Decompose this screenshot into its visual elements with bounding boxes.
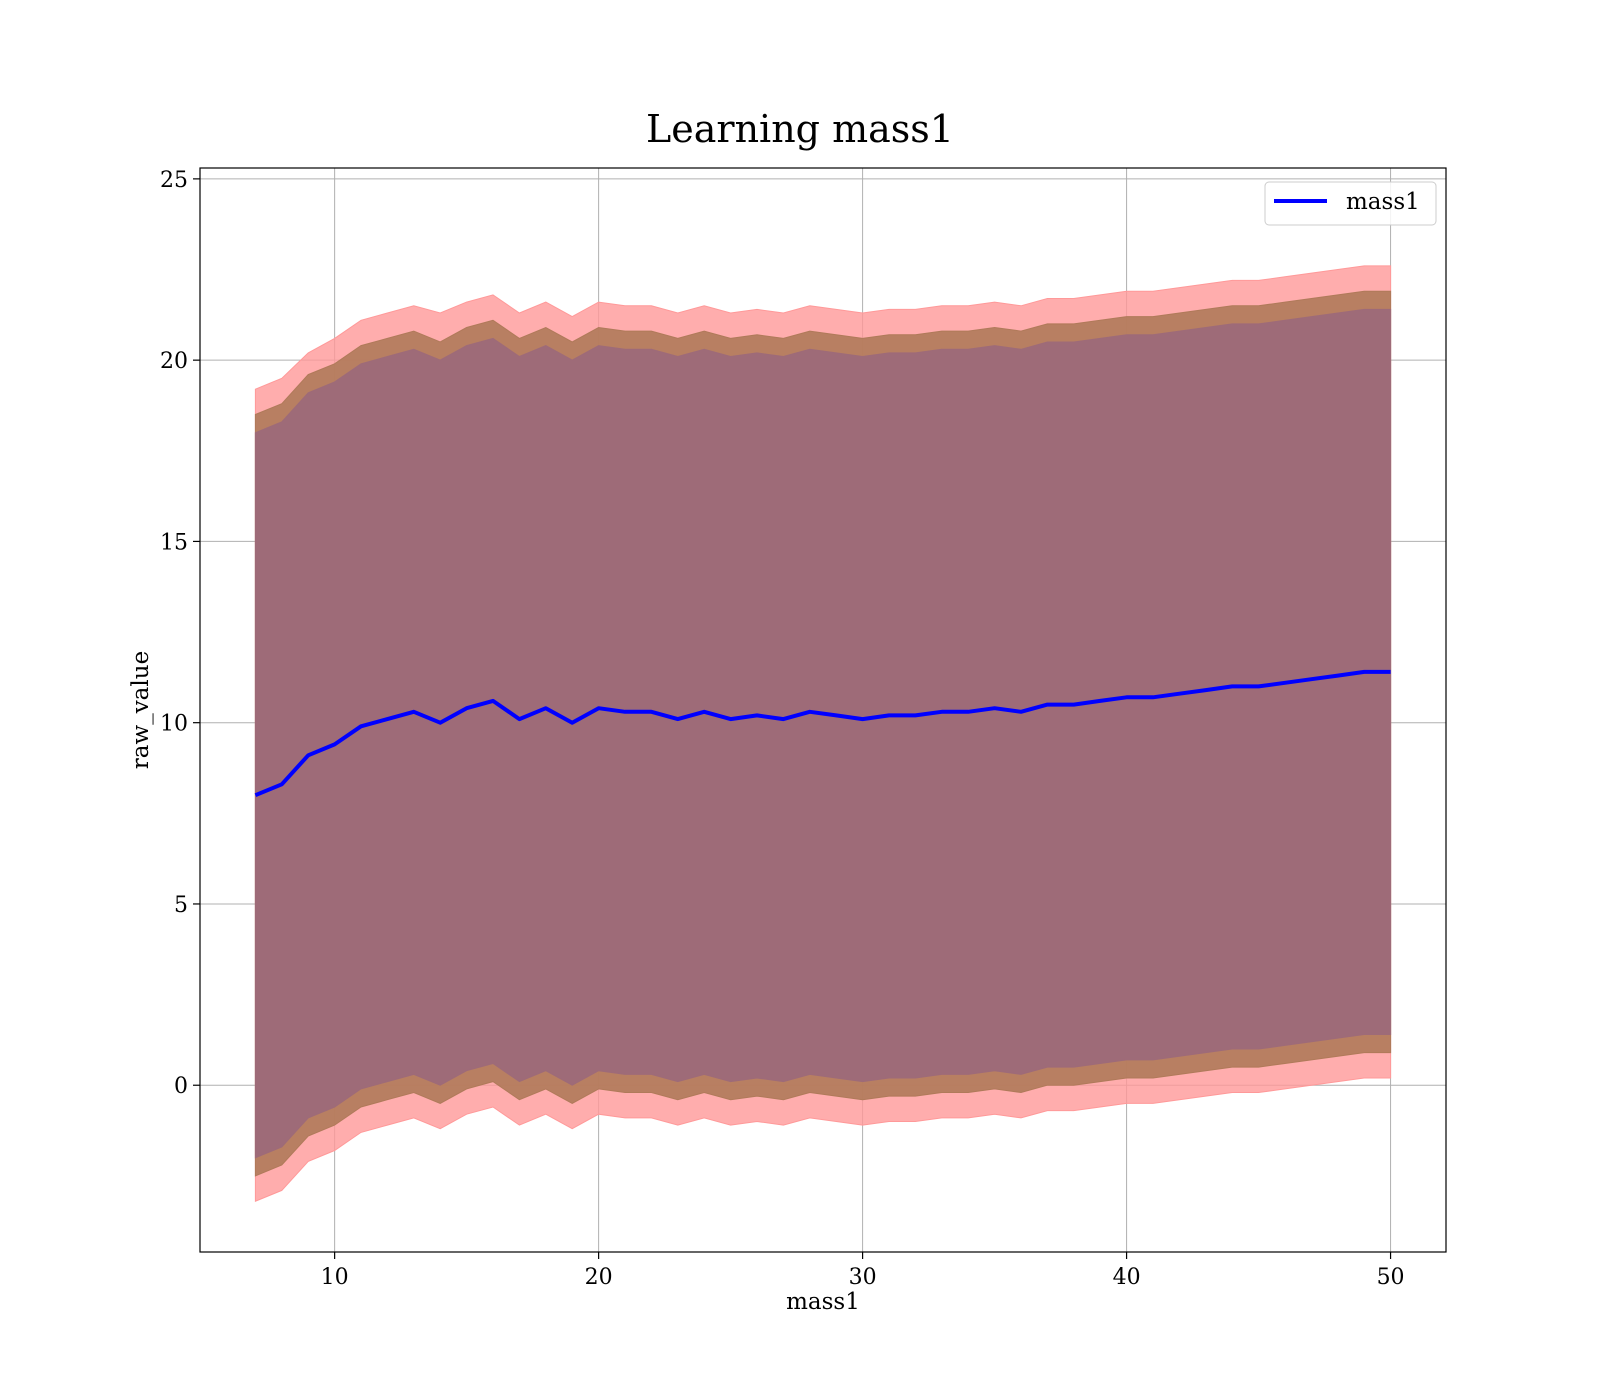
inner-band xyxy=(254,308,1392,1159)
plot-frame xyxy=(199,167,1447,1253)
x-tick-label: 20 xyxy=(585,1265,613,1290)
x-axis-ticks: 10 20 30 40 50 xyxy=(321,1252,1405,1290)
y-tick-label: 5 xyxy=(174,893,188,918)
x-tick-label: 50 xyxy=(1377,1265,1405,1290)
legend: mass1 xyxy=(1264,181,1437,226)
x-tick-label: 10 xyxy=(321,1265,349,1290)
y-tick-label: 15 xyxy=(160,530,188,555)
y-axis-ticks: 0 5 10 15 20 25 xyxy=(160,168,200,1099)
x-tick-label: 40 xyxy=(1113,1265,1141,1290)
y-axis-label: raw_value xyxy=(128,651,154,769)
y-tick-label: 25 xyxy=(160,168,188,193)
y-tick-label: 0 xyxy=(174,1074,188,1099)
legend-label: mass1 xyxy=(1346,189,1420,215)
x-tick-label: 30 xyxy=(849,1265,877,1290)
series-lines xyxy=(254,669,1391,798)
legend-box xyxy=(1264,181,1437,226)
confidence-bands xyxy=(254,265,1392,1202)
y-tick-label: 10 xyxy=(160,712,188,737)
mean-line xyxy=(254,669,1391,798)
chart-title: Learning mass1 xyxy=(646,107,954,151)
y-tick-label: 20 xyxy=(160,349,188,374)
x-axis-label: mass1 xyxy=(786,1289,860,1315)
